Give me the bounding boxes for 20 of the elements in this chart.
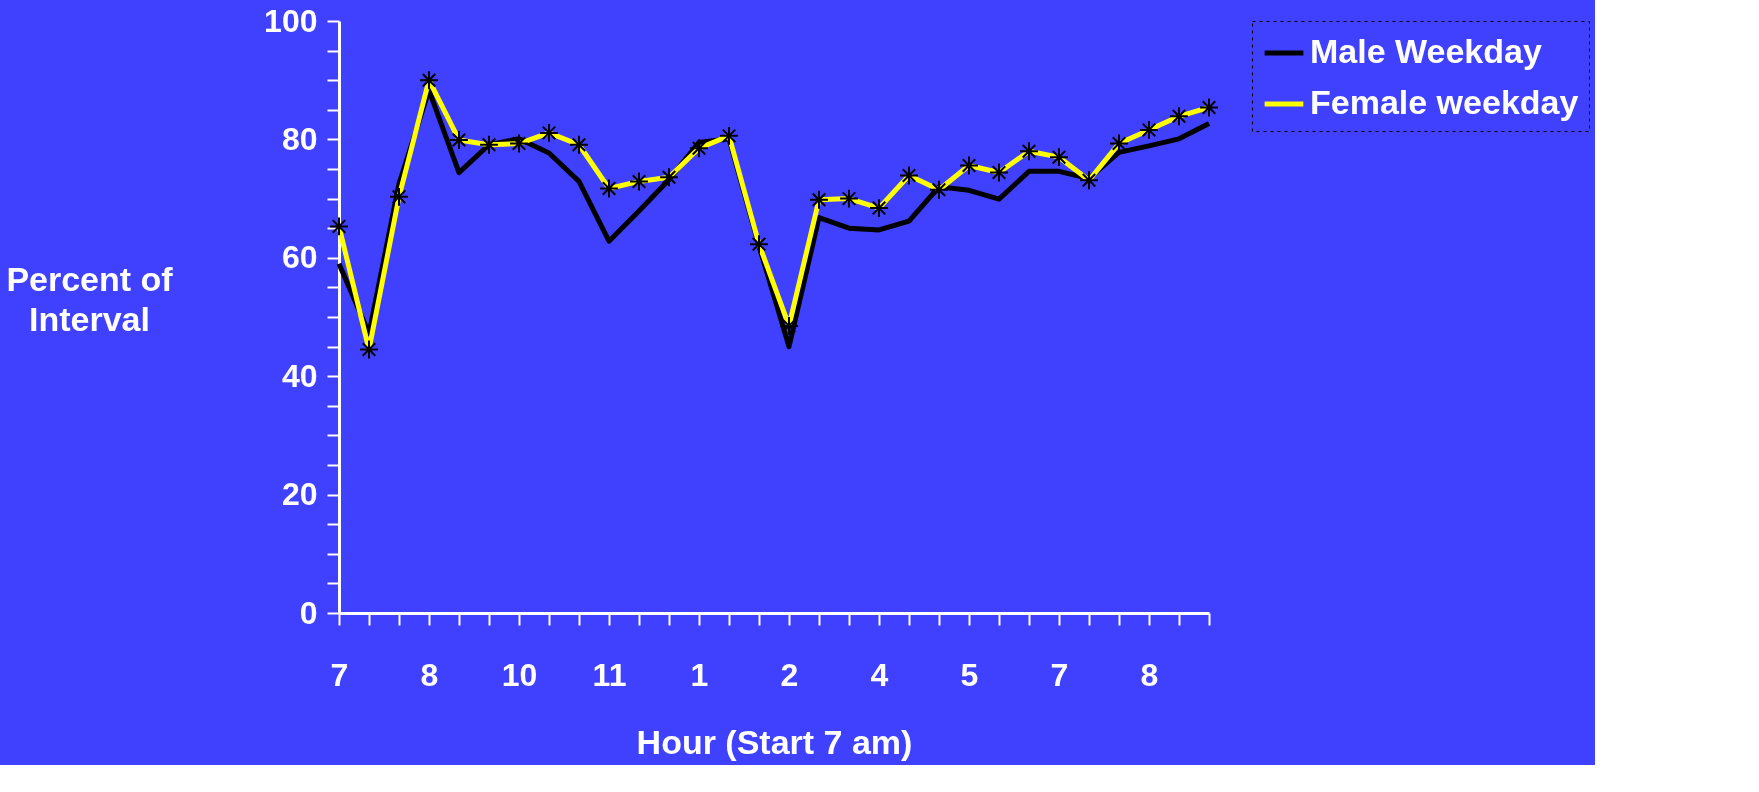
y-tick-label: 80 [281, 120, 318, 157]
x-tick-label: 2 [780, 656, 799, 693]
legend-label: Male Weekday [1310, 32, 1542, 70]
y-tick-label: 40 [281, 357, 318, 394]
x-tick-label: 4 [870, 656, 889, 693]
x-tick-label: 8 [1140, 656, 1159, 693]
x-tick-label: 1 [690, 656, 709, 693]
x-tick-label: 5 [960, 656, 979, 693]
y-tick-label: 20 [281, 476, 318, 513]
x-tick-label: 7 [1050, 656, 1069, 693]
y-axis-title: Percent of Interval [6, 259, 174, 338]
x-tick-label: 10 [501, 656, 538, 693]
legend-label: Female weekday [1310, 83, 1579, 121]
y-tick-label: 100 [264, 2, 318, 39]
x-tick-label: 8 [420, 656, 439, 693]
y-tick-label: 0 [299, 594, 318, 631]
x-tick-label: 11 [592, 656, 627, 693]
y-tick-label: 60 [281, 239, 318, 276]
x-axis-title: Hour (Start 7 am) [636, 722, 913, 761]
x-tick-label: 7 [330, 656, 349, 693]
